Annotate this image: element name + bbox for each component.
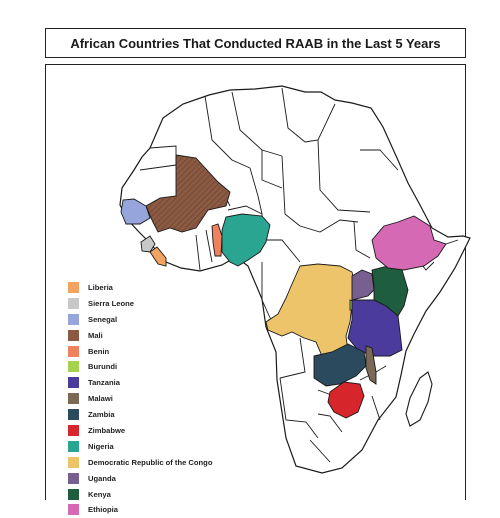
- country-mali: [145, 154, 231, 233]
- legend-item: Benin: [68, 344, 212, 359]
- legend-item: Malawi: [68, 391, 212, 406]
- legend-swatch: [68, 456, 79, 468]
- legend-swatch: [68, 377, 79, 389]
- legend-item: Tanzania: [68, 375, 212, 390]
- legend-label: Liberia: [88, 283, 113, 292]
- country-benin: [211, 223, 223, 257]
- country-malawi: [365, 345, 377, 385]
- legend-item: Liberia: [68, 280, 212, 295]
- legend-swatch: [68, 297, 79, 309]
- legend-item: Democratic Republic of the Congo: [68, 455, 212, 470]
- legend-label: Senegal: [88, 314, 118, 324]
- legend-swatch: [68, 409, 79, 421]
- legend-item: Uganda: [68, 471, 212, 486]
- country-sierra-leone: [140, 235, 156, 253]
- legend-label: Zambia: [88, 410, 115, 420]
- legend-swatch: [68, 313, 79, 325]
- legend-label: Ethiopia: [88, 505, 118, 515]
- legend-item: Sierra Leone: [68, 296, 212, 311]
- legend-item: Kenya: [68, 487, 212, 502]
- map-title: African Countries That Conducted RAAB in…: [70, 35, 441, 51]
- legend-swatch: [68, 282, 79, 293]
- legend-item: Ethiopia: [68, 502, 212, 517]
- legend-swatch: [68, 425, 79, 437]
- legend-item: Zimbabwe: [68, 423, 212, 438]
- map-title-box: African Countries That Conducted RAAB in…: [45, 28, 466, 58]
- legend-swatch: [68, 361, 79, 373]
- legend-swatch: [68, 488, 79, 500]
- legend-label: Zimbabwe: [88, 426, 126, 436]
- legend-item: Senegal: [68, 312, 212, 327]
- legend: Liberia Sierra Leone Senegal Mali Benin Burun…: [68, 280, 212, 518]
- country-tanzania: [347, 299, 403, 357]
- map-frame: [45, 64, 466, 500]
- legend-swatch: [68, 440, 79, 452]
- legend-swatch: [68, 504, 79, 516]
- legend-label: Democratic Republic of the Congo: [88, 457, 213, 467]
- legend-item: Burundi: [68, 359, 212, 374]
- highlighted-countries: [120, 154, 447, 419]
- legend-swatch: [68, 329, 79, 341]
- country-senegal: [120, 198, 151, 225]
- legend-label: Malawi: [88, 394, 113, 404]
- country-nigeria: [221, 213, 271, 267]
- legend-swatch: [68, 345, 79, 357]
- legend-item: Zambia: [68, 407, 212, 422]
- legend-swatch: [68, 393, 79, 405]
- legend-item: Mali: [68, 328, 212, 343]
- country-zambia: [313, 343, 367, 387]
- legend-label: Uganda: [88, 473, 116, 483]
- legend-label: Mali: [88, 330, 103, 340]
- legend-label: Kenya: [88, 489, 111, 499]
- country-liberia: [149, 246, 167, 267]
- legend-item: Nigeria: [68, 439, 212, 454]
- legend-swatch: [68, 472, 79, 484]
- country-ethiopia: [371, 215, 447, 271]
- legend-label: Nigeria: [88, 441, 114, 451]
- legend-label: Tanzania: [88, 378, 120, 388]
- legend-label: Benin: [88, 346, 110, 356]
- legend-label: Burundi: [88, 362, 118, 372]
- madagascar: [405, 371, 433, 427]
- country-zimbabwe: [327, 381, 365, 419]
- legend-label: Sierra Leone: [88, 298, 135, 308]
- africa-map: [119, 85, 471, 474]
